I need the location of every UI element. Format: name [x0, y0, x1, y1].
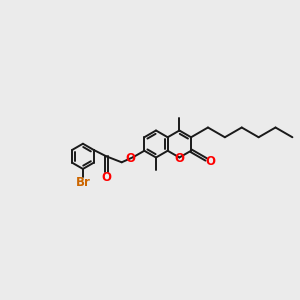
Text: O: O	[174, 152, 184, 165]
Text: Br: Br	[76, 176, 90, 189]
Text: O: O	[206, 155, 216, 169]
Text: O: O	[125, 152, 135, 165]
Text: O: O	[101, 170, 111, 184]
